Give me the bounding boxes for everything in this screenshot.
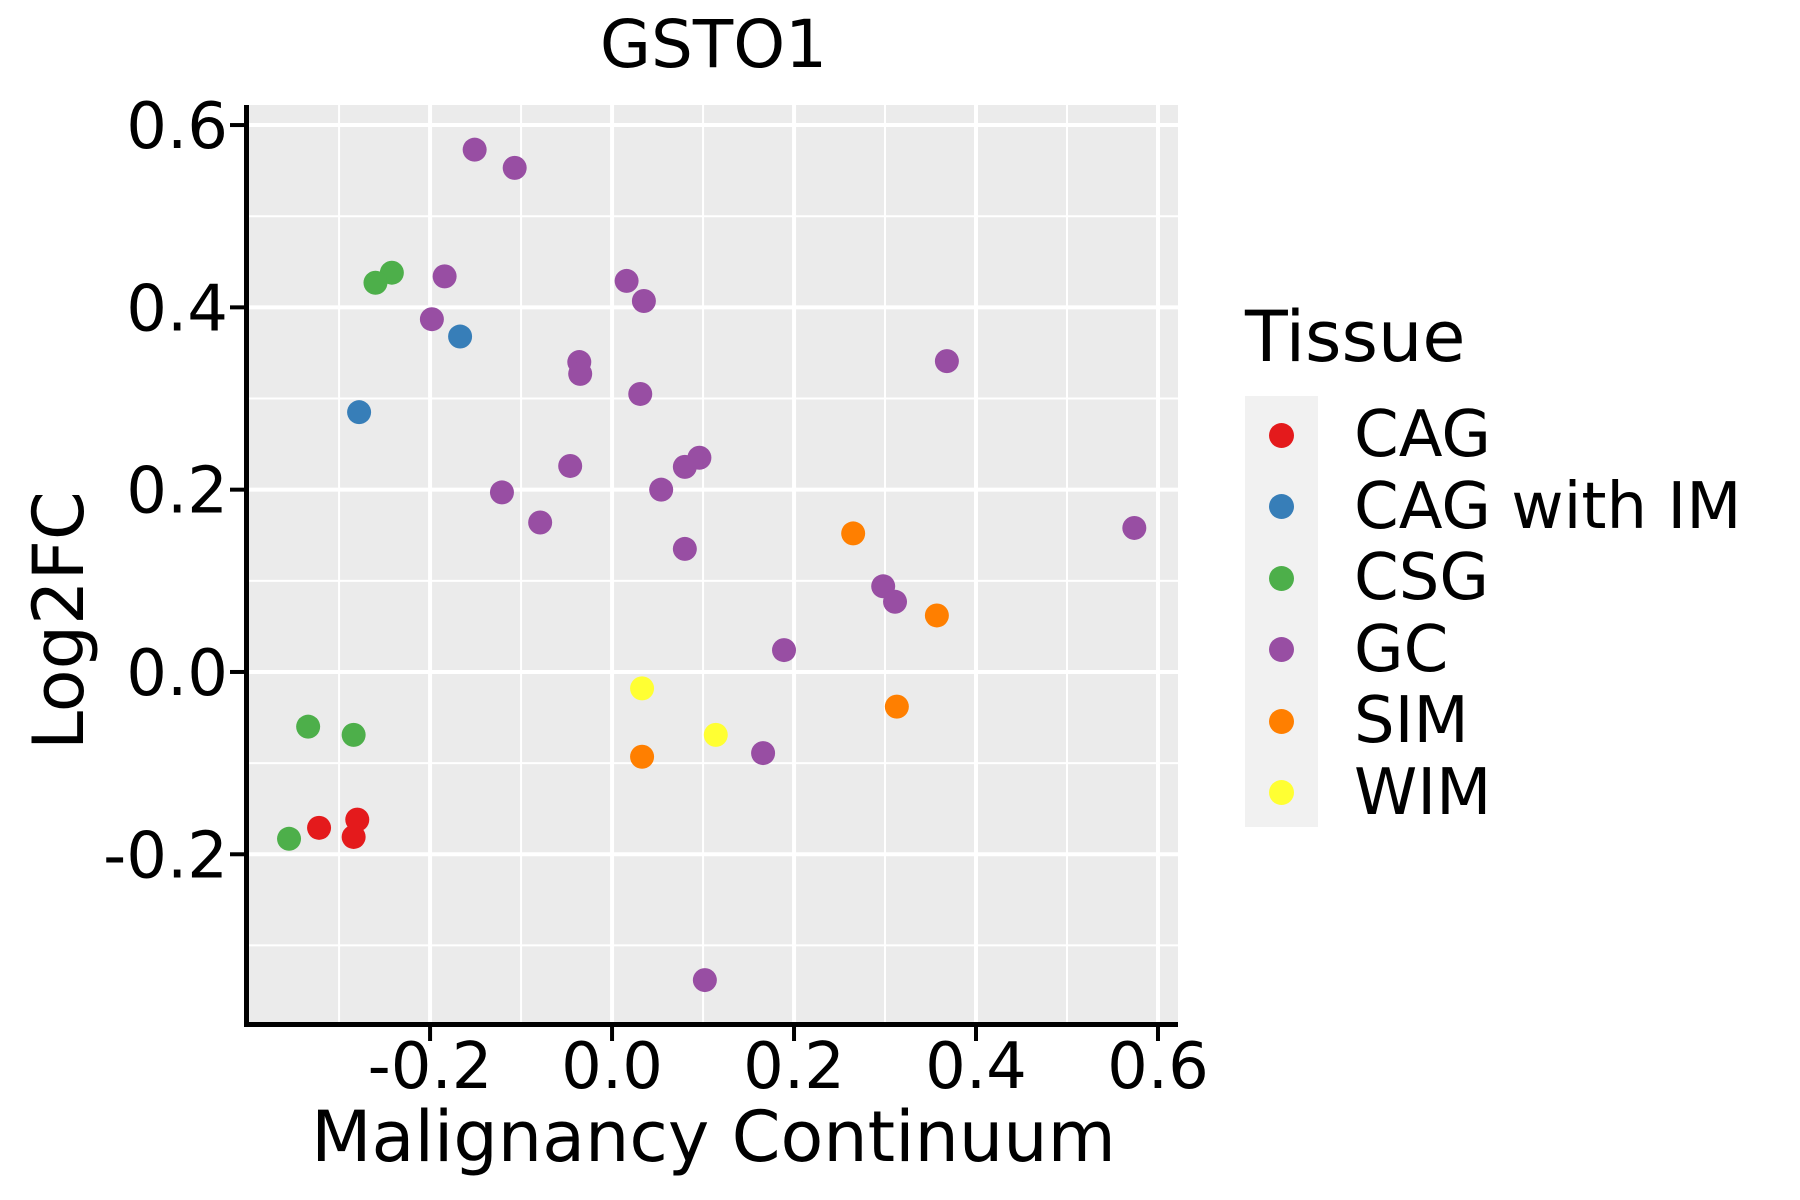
data-point-wim <box>630 676 655 701</box>
data-point-gc <box>692 968 717 993</box>
data-point-gc <box>1122 515 1147 540</box>
y-axis-title: Log2FC <box>18 491 100 750</box>
data-point-sim <box>630 744 655 769</box>
data-point-gc <box>432 264 457 289</box>
legend-dot-sim <box>1268 708 1294 734</box>
data-point-cag-with-im <box>347 400 372 425</box>
data-point-gc <box>687 445 712 470</box>
data-point-gc <box>462 137 487 162</box>
data-point-cag-with-im <box>448 324 473 349</box>
data-point-gc <box>772 638 797 663</box>
data-point-wim <box>703 722 728 747</box>
legend-label-sim: SIM <box>1354 684 1469 758</box>
data-point-sim <box>884 694 909 719</box>
data-point-gc <box>631 288 656 313</box>
data-point-sim <box>924 603 949 628</box>
data-point-gc <box>628 381 653 406</box>
legend-key-background <box>1245 396 1318 827</box>
data-point-csg <box>277 826 302 851</box>
data-point-gc <box>528 510 553 535</box>
y-tick-label: 0.4 <box>126 272 228 346</box>
legend-dot-csg <box>1268 565 1294 591</box>
x-tick-label: 0.6 <box>1107 1030 1209 1104</box>
data-point-gc <box>558 453 583 478</box>
legend-label-gc: GC <box>1354 612 1449 687</box>
legend-dot-cag-with-im <box>1268 494 1294 519</box>
legend-label-wim: WIM <box>1354 755 1492 830</box>
data-point-gc <box>883 589 908 614</box>
plot-title: GSTO1 <box>599 6 828 83</box>
data-point-gc <box>489 480 514 505</box>
data-point-gc <box>502 155 527 180</box>
data-point-gc <box>934 349 959 374</box>
y-tick-label: -0.2 <box>103 819 228 893</box>
legend-title: Tissue <box>1245 296 1466 378</box>
data-point-csg <box>363 270 388 295</box>
x-tick-label: -0.2 <box>368 1030 493 1104</box>
legend-label-cag: CAG <box>1354 398 1491 472</box>
data-point-cag <box>307 815 332 840</box>
data-point-gc <box>672 536 697 561</box>
legend-label-cag-with-im: CAG with IM <box>1354 469 1742 544</box>
x-tick-label: 0.0 <box>561 1030 663 1104</box>
data-point-csg <box>296 714 321 739</box>
x-axis-title: Malignancy Continuum <box>311 1096 1116 1178</box>
data-point-gc <box>419 307 444 332</box>
data-point-csg <box>341 722 366 747</box>
data-point-gc <box>568 361 593 386</box>
legend-dot-cag <box>1268 422 1294 448</box>
x-tick-label: 0.4 <box>925 1030 1027 1104</box>
data-point-sim <box>841 521 866 546</box>
legend-dot-wim <box>1268 780 1294 805</box>
legend-dot-gc <box>1268 637 1294 662</box>
y-tick-label: 0.2 <box>126 455 228 529</box>
data-point-gc <box>649 477 674 502</box>
x-tick-label: 0.2 <box>743 1030 845 1104</box>
y-tick-label: 0.0 <box>126 637 228 711</box>
legend-label-csg: CSG <box>1354 541 1489 615</box>
data-point-gc <box>614 268 639 293</box>
panel-background <box>249 105 1178 1022</box>
data-point-cag <box>341 824 366 849</box>
y-tick-label: 0.6 <box>126 90 228 164</box>
data-point-gc <box>751 741 776 766</box>
